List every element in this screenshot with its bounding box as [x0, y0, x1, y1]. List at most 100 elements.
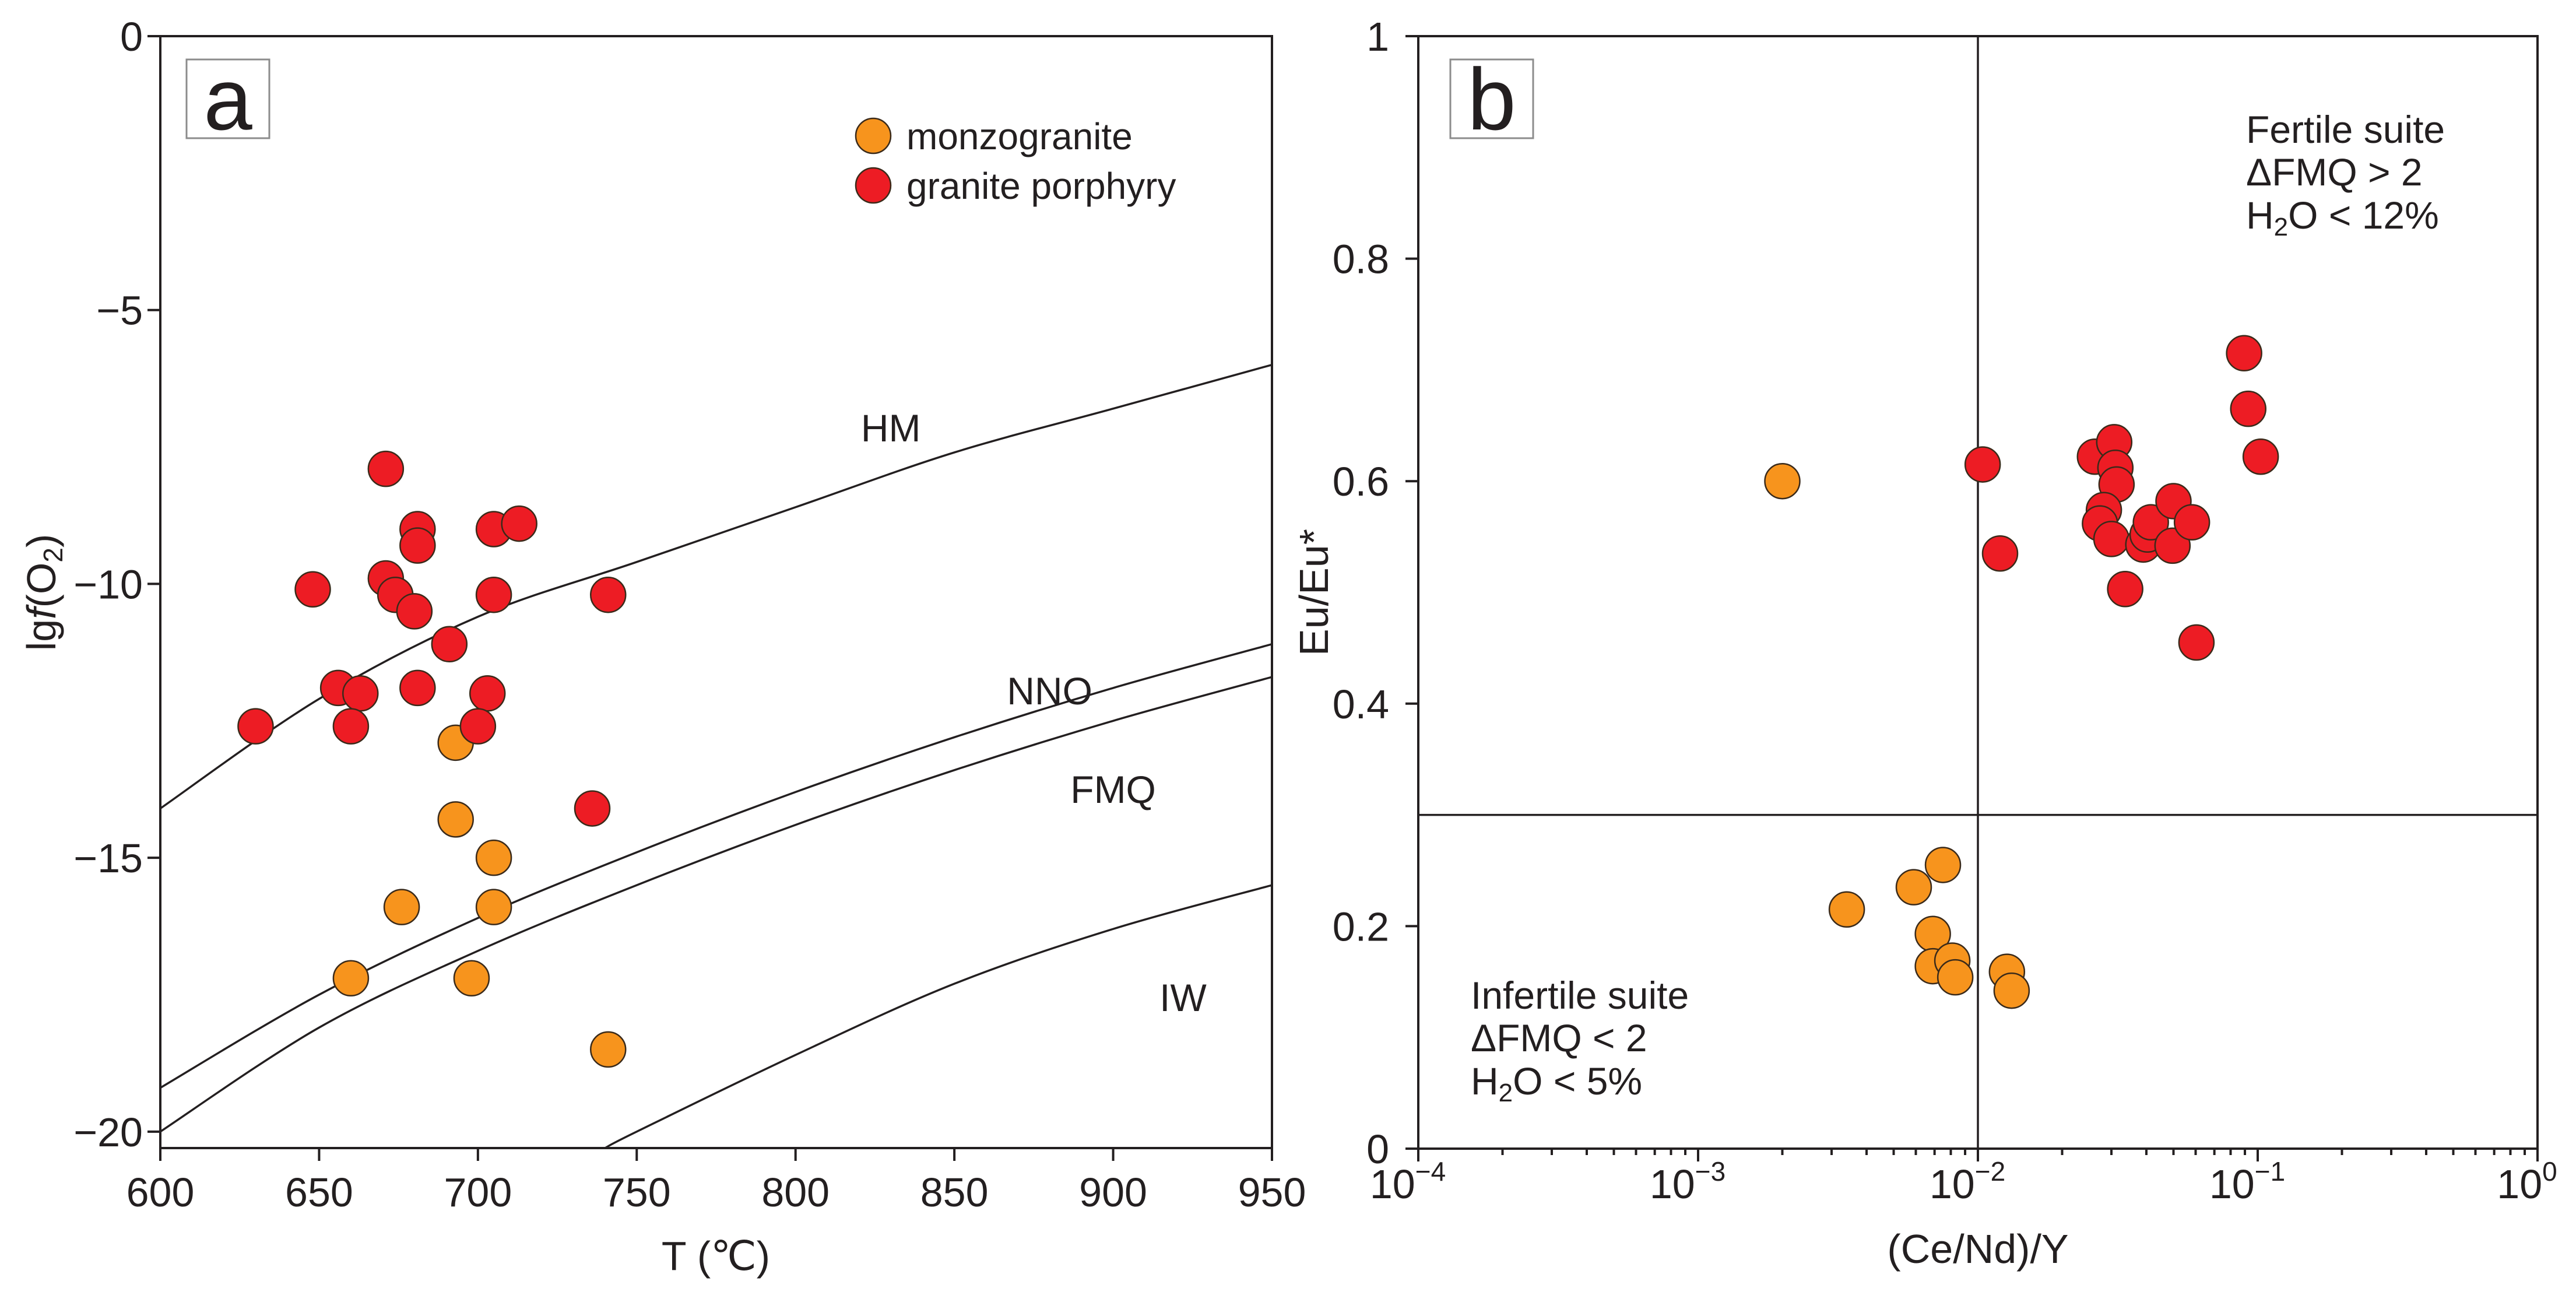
point-granite-porphyry [2132, 504, 2169, 541]
y-tick-label: −10 [73, 561, 143, 607]
point-granite-porphyry [431, 626, 468, 662]
point-granite-porphyry [367, 450, 405, 487]
panel-label-box [185, 58, 270, 139]
x-tick-label: 900 [1079, 1170, 1147, 1215]
point-granite-porphyry [332, 708, 370, 745]
legend-marker-granite-porphyry [855, 167, 892, 204]
infertile-suite-fmq: ΔFMQ < 2 [1471, 1016, 1647, 1059]
panel-label-b: b [1467, 50, 1516, 148]
point-granite-porphyry [399, 527, 436, 564]
point-monzogranite [453, 960, 490, 997]
point-monzogranite [475, 889, 512, 925]
y-tick-label: −15 [73, 836, 143, 881]
point-granite-porphyry [2178, 624, 2215, 661]
y-tick-label: 0 [120, 14, 143, 59]
y-tick-label: 0.6 [1333, 459, 1389, 504]
point-monzogranite [1937, 959, 1974, 996]
point-monzogranite [1764, 462, 1801, 500]
point-granite-porphyry [574, 790, 611, 827]
y-axis-label: lgf(O2) [19, 534, 68, 651]
x-tick-label: 800 [761, 1170, 830, 1215]
y-axis-label: Eu/Eu* [1291, 529, 1337, 656]
infertile-suite-annotation: Infertile suite ΔFMQ < 2 H2O < 5% [1471, 974, 1689, 1107]
data-points [237, 450, 627, 1068]
point-granite-porphyry [2093, 521, 2130, 557]
point-monzogranite [1924, 847, 1962, 883]
x-tick-label: 700 [444, 1170, 512, 1215]
fertile-suite-water: H2O < 12% [2246, 194, 2439, 241]
y-tick-label: −20 [73, 1110, 143, 1155]
y-axis-ticks: 0 −5 −10 −15 −20 [73, 14, 160, 1155]
y-axis-ticks: 0 0.2 0.4 0.6 0.8 1 [1333, 14, 1418, 1172]
fertile-suite-title: Fertile suite [2246, 108, 2445, 151]
y-tick-label: 1 [1366, 14, 1389, 59]
x-tick-label: 10−2 [1930, 1156, 2005, 1207]
point-granite-porphyry [1981, 535, 2019, 572]
point-granite-porphyry [396, 593, 433, 630]
y-tick-label: 0 [1366, 1126, 1389, 1172]
point-granite-porphyry [2226, 335, 2262, 372]
point-monzogranite [332, 960, 370, 997]
point-granite-porphyry [501, 505, 537, 542]
reference-lines [1418, 36, 2538, 1149]
panel-a: HM NNO FMQ IW 600 650 700 750 800 850 900 950 0 −5 −… [19, 14, 1306, 1279]
x-tick-label: 750 [603, 1170, 671, 1215]
x-tick-label: 10−1 [2209, 1156, 2285, 1207]
x-tick-label: 850 [920, 1170, 989, 1215]
legend: monzogranite granite porphyry [855, 115, 1176, 207]
point-monzogranite [589, 1031, 627, 1068]
panel-b: 10−4 10−3 10−2 10−1 100 0 0.2 0.4 0.6 0.8 1 b Fer… [1291, 14, 2557, 1272]
point-monzogranite [1993, 972, 2030, 1009]
infertile-suite-title: Infertile suite [1471, 974, 1689, 1017]
x-axis-ticks: 10−4 10−3 10−2 10−1 100 [1370, 1149, 2557, 1207]
point-granite-porphyry [399, 669, 436, 707]
x-tick-label: 10−3 [1650, 1156, 1725, 1207]
buffer-label-iw: IW [1159, 976, 1207, 1019]
point-monzogranite [437, 801, 474, 838]
point-granite-porphyry [294, 571, 331, 608]
point-granite-porphyry [469, 675, 506, 712]
data-points [1764, 335, 2279, 1009]
x-tick-label: 10−4 [1370, 1156, 1446, 1207]
point-monzogranite [1828, 891, 1865, 928]
fertile-suite-fmq: ΔFMQ > 2 [2246, 150, 2423, 194]
x-tick-label: 650 [285, 1170, 353, 1215]
legend-label-granite-porphyry: granite porphyry [906, 165, 1176, 207]
point-monzogranite [1895, 869, 1932, 906]
buffer-curve-iw [604, 884, 1273, 1149]
legend-marker-monzogranite [855, 117, 892, 155]
point-granite-porphyry [589, 576, 627, 613]
buffer-label-fmq: FMQ [1070, 768, 1156, 811]
point-granite-porphyry [237, 708, 274, 745]
y-tick-label: 0.8 [1333, 237, 1389, 282]
buffer-curve-nno [160, 643, 1273, 1089]
x-axis-ticks: 600 650 700 750 800 850 900 950 [126, 1148, 1306, 1215]
infertile-suite-water: H2O < 5% [1471, 1059, 1642, 1107]
buffer-label-nno: NNO [1007, 669, 1092, 713]
panel-label-a: a [203, 50, 252, 148]
point-granite-porphyry [475, 576, 512, 613]
buffer-label-hm: HM [861, 406, 921, 450]
plot-frame [159, 35, 1273, 1149]
point-granite-porphyry [2107, 571, 2143, 608]
point-granite-porphyry [2173, 504, 2210, 541]
y-tick-label: 0.4 [1333, 682, 1389, 727]
x-tick-label: 950 [1238, 1170, 1306, 1215]
x-axis-label: (Ce/Nd)/Y [1887, 1226, 2068, 1272]
point-granite-porphyry [2230, 390, 2266, 427]
point-monzogranite [475, 839, 512, 876]
point-granite-porphyry [2242, 438, 2279, 475]
x-tick-label: 600 [126, 1170, 195, 1215]
buffer-curves: HM NNO FMQ IW [160, 363, 1273, 1149]
y-tick-label: −5 [96, 288, 143, 334]
point-monzogranite [383, 889, 420, 925]
fertile-suite-annotation: Fertile suite ΔFMQ > 2 H2O < 12% [2246, 108, 2445, 241]
buffer-curve-fmq [160, 676, 1273, 1133]
x-axis-label: T (℃) [662, 1233, 770, 1279]
panel-label-box [1449, 58, 1534, 139]
point-granite-porphyry [342, 675, 379, 712]
point-granite-porphyry [459, 708, 497, 745]
point-granite-porphyry [1964, 446, 2001, 483]
y-tick-label: 0.2 [1333, 904, 1389, 949]
